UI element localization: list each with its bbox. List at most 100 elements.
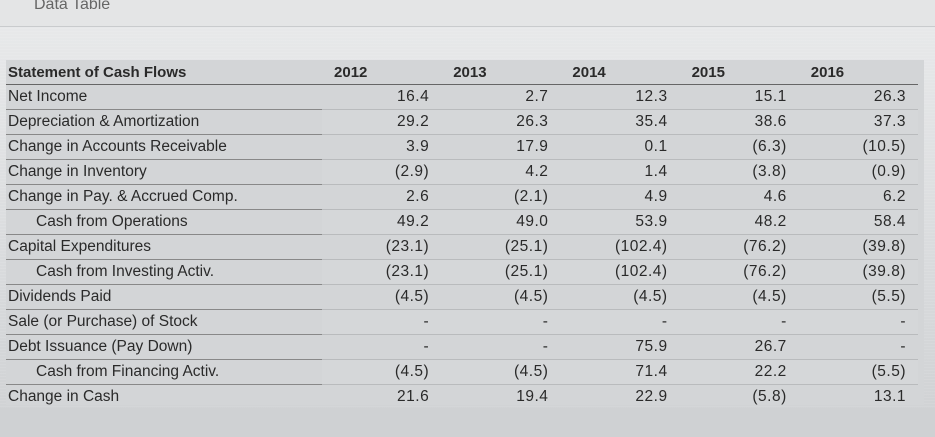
table-row: Sale (or Purchase) of Stock - - - - - xyxy=(6,309,918,335)
cell-value: (2.1) xyxy=(441,184,561,210)
cell-value: (39.8) xyxy=(798,259,918,285)
cell-value: 37.3 xyxy=(798,109,918,135)
row-label: Dividends Paid xyxy=(6,284,323,310)
cell-value: 22.2 xyxy=(679,359,799,385)
row-label: Change in Pay. & Accrued Comp. xyxy=(6,184,323,210)
cell-value: 16.4 xyxy=(322,84,442,110)
cell-value: (0.9) xyxy=(798,159,918,185)
cell-value: - xyxy=(560,309,680,335)
table-row: Cash from Investing Activ. (23.1) (25.1)… xyxy=(6,259,918,285)
cell-value: (5.8) xyxy=(679,384,799,410)
cell-value: (4.5) xyxy=(679,284,799,310)
cell-value: 2.6 xyxy=(322,184,442,210)
cell-value: 2.7 xyxy=(441,84,561,110)
cell-value: 19.4 xyxy=(441,384,561,410)
cell-value: (102.4) xyxy=(560,234,680,260)
cell-value: (25.1) xyxy=(441,234,561,260)
cell-value: 6.2 xyxy=(798,184,918,210)
table-row: Net Income 16.4 2.7 12.3 15.1 26.3 xyxy=(6,84,918,110)
row-label: Change in Cash xyxy=(6,384,323,410)
table-row: Depreciation & Amortization 29.2 26.3 35… xyxy=(6,109,918,135)
cell-value: 13.1 xyxy=(798,384,918,410)
cell-value: 58.4 xyxy=(798,209,918,235)
cell-value: 26.3 xyxy=(798,84,918,110)
cell-value: 26.3 xyxy=(441,109,561,135)
cell-value: (23.1) xyxy=(322,234,442,260)
cell-value: (102.4) xyxy=(560,259,680,285)
table-row: Change in Accounts Receivable 3.9 17.9 0… xyxy=(6,134,918,160)
row-label: Capital Expenditures xyxy=(6,234,323,260)
cell-value: (76.2) xyxy=(679,259,799,285)
cell-value: (4.5) xyxy=(322,284,442,310)
cell-value: 22.9 xyxy=(560,384,680,410)
cell-value: 26.7 xyxy=(679,334,799,360)
cell-value: 4.6 xyxy=(679,184,799,210)
year-header: 2014 xyxy=(560,62,680,85)
cell-value: (4.5) xyxy=(441,284,561,310)
row-label: Change in Accounts Receivable xyxy=(6,134,323,160)
bottom-area xyxy=(0,408,935,437)
cell-value: (3.8) xyxy=(679,159,799,185)
table-row: Capital Expenditures (23.1) (25.1) (102.… xyxy=(6,234,918,260)
cell-value: 15.1 xyxy=(679,84,799,110)
cell-value: - xyxy=(441,334,561,360)
row-label: Change in Inventory xyxy=(6,159,323,185)
cell-value: - xyxy=(679,309,799,335)
table-row: Change in Inventory (2.9) 4.2 1.4 (3.8) … xyxy=(6,159,918,185)
row-label: Cash from Investing Activ. xyxy=(6,259,323,285)
cell-value: 53.9 xyxy=(560,209,680,235)
cell-value: (76.2) xyxy=(679,234,799,260)
table-row: Cash from Financing Activ. (4.5) (4.5) 7… xyxy=(6,359,918,385)
cell-value: 35.4 xyxy=(560,109,680,135)
row-label: Depreciation & Amortization xyxy=(6,109,323,135)
row-label: Net Income xyxy=(6,84,323,110)
cell-value: - xyxy=(798,309,918,335)
row-label: Debt Issuance (Pay Down) xyxy=(6,334,323,360)
cell-value: - xyxy=(322,309,442,335)
table-row: Debt Issuance (Pay Down) - - 75.9 26.7 - xyxy=(6,334,918,360)
cell-value: (4.5) xyxy=(560,284,680,310)
cell-value: 0.1 xyxy=(560,134,680,160)
cell-value: 21.6 xyxy=(322,384,442,410)
row-label: Sale (or Purchase) of Stock xyxy=(6,309,323,335)
year-header: 2016 xyxy=(798,62,918,85)
cell-value: (6.3) xyxy=(679,134,799,160)
cell-value: 3.9 xyxy=(322,134,442,160)
cell-value: 71.4 xyxy=(560,359,680,385)
cell-value: 4.2 xyxy=(441,159,561,185)
cell-value: - xyxy=(798,334,918,360)
cell-value: 49.2 xyxy=(322,209,442,235)
cell-value: 12.3 xyxy=(560,84,680,110)
cell-value: - xyxy=(322,334,442,360)
cell-value: (39.8) xyxy=(798,234,918,260)
cell-value: (10.5) xyxy=(798,134,918,160)
data-table-header: Data Table xyxy=(0,0,935,27)
cell-value: 75.9 xyxy=(560,334,680,360)
row-label: Cash from Operations xyxy=(6,209,323,235)
cell-value: (4.5) xyxy=(441,359,561,385)
cell-value: 49.0 xyxy=(441,209,561,235)
table-row: Change in Cash 21.6 19.4 22.9 (5.8) 13.1 xyxy=(6,384,918,410)
cell-value: (4.5) xyxy=(322,359,442,385)
statement-title: Statement of Cash Flows xyxy=(6,62,323,85)
cell-value: - xyxy=(441,309,561,335)
cell-value: 48.2 xyxy=(679,209,799,235)
cell-value: 17.9 xyxy=(441,134,561,160)
cell-value: 4.9 xyxy=(560,184,680,210)
cell-value: 1.4 xyxy=(560,159,680,185)
year-header: 2015 xyxy=(679,62,799,85)
cell-value: 29.2 xyxy=(322,109,442,135)
cell-value: (25.1) xyxy=(441,259,561,285)
year-header: 2013 xyxy=(441,62,561,85)
cash-flow-table: Statement of Cash Flows 2012 2013 2014 2… xyxy=(6,62,918,410)
cell-value: (5.5) xyxy=(798,359,918,385)
table-header-row: Statement of Cash Flows 2012 2013 2014 2… xyxy=(6,62,918,85)
row-label: Cash from Financing Activ. xyxy=(6,359,323,385)
cell-value: (5.5) xyxy=(798,284,918,310)
cell-value: 38.6 xyxy=(679,109,799,135)
table-row: Dividends Paid (4.5) (4.5) (4.5) (4.5) (… xyxy=(6,284,918,310)
data-table-title: Data Table xyxy=(34,0,111,13)
table-row: Change in Pay. & Accrued Comp. 2.6 (2.1)… xyxy=(6,184,918,210)
table-row: Cash from Operations 49.2 49.0 53.9 48.2… xyxy=(6,209,918,235)
cell-value: (2.9) xyxy=(322,159,442,185)
